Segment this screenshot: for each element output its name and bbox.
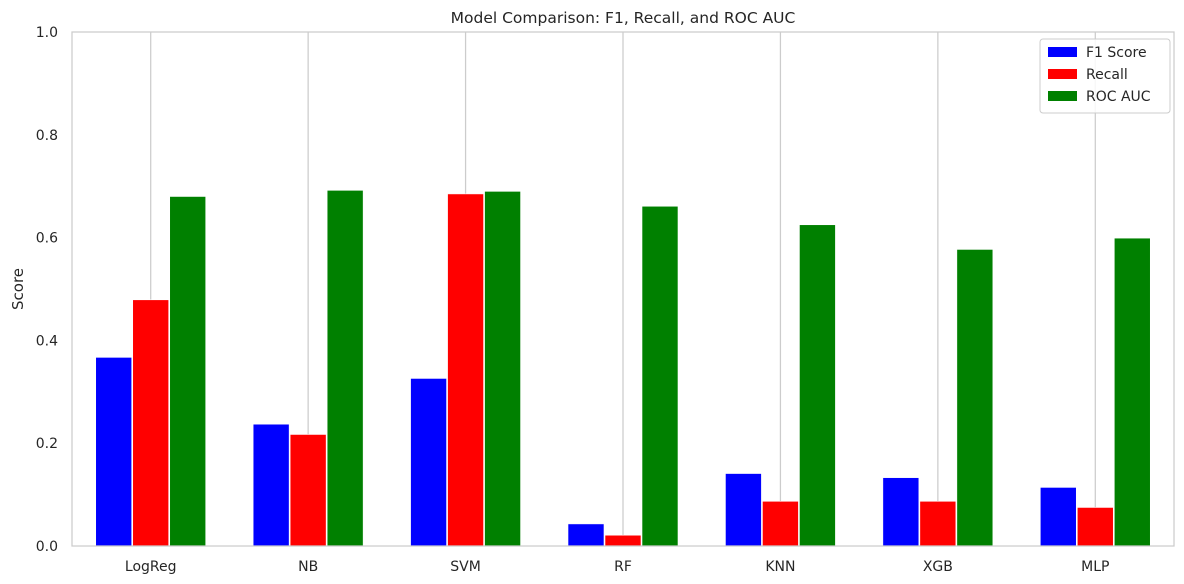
legend-swatch [1048, 91, 1077, 101]
x-tick-label: MLP [1081, 559, 1109, 575]
legend-swatch [1048, 69, 1077, 79]
x-tick-labels: LogReg NB SVM RF KNN XGB MLP [125, 559, 1110, 575]
bar-recall-rf [604, 534, 642, 547]
y-tick-label: 0.2 [36, 436, 58, 452]
legend-label: F1 Score [1086, 45, 1147, 61]
x-tick-label: LogReg [125, 559, 177, 575]
y-tick-label: 0.6 [36, 231, 58, 247]
x-tick-label: RF [614, 559, 632, 575]
bar-roc-auc-xgb [956, 249, 994, 547]
bar-f1-score-knn [725, 473, 762, 547]
x-tick-label: SVM [450, 559, 481, 575]
bar-recall-knn [762, 500, 799, 547]
bar-f1-score-svm [410, 378, 447, 547]
bar-f1-score-mlp [1039, 487, 1077, 547]
bar-recall-nb [289, 434, 327, 547]
x-tick-label: NB [298, 559, 318, 575]
bar-recall-xgb [919, 500, 957, 547]
bar-roc-auc-mlp [1113, 237, 1151, 547]
bar-roc-auc-knn [799, 224, 836, 547]
y-tick-labels: 0.0 0.2 0.4 0.6 0.8 1.0 [36, 25, 58, 555]
y-tick-label: 0.0 [36, 539, 58, 555]
bar-recall-mlp [1076, 507, 1114, 547]
y-axis-title: Score [9, 268, 27, 310]
bar-roc-auc-svm [484, 191, 521, 547]
bar-roc-auc-rf [641, 205, 679, 547]
x-tick-label: KNN [765, 559, 795, 575]
bar-roc-auc-nb [326, 190, 364, 547]
bar-recall-logreg [132, 299, 170, 547]
bar-f1-score-logreg [95, 357, 133, 547]
y-tick-label: 0.8 [36, 128, 58, 144]
legend-label: ROC AUC [1086, 89, 1151, 105]
bar-f1-score-xgb [882, 477, 920, 547]
bar-recall-svm [447, 193, 484, 547]
legend-label: Recall [1086, 67, 1128, 83]
y-tick-label: 0.4 [36, 333, 58, 349]
y-tick-label: 1.0 [36, 25, 58, 41]
bars [95, 190, 1151, 547]
bar-f1-score-nb [252, 423, 290, 547]
chart-title: Model Comparison: F1, Recall, and ROC AU… [451, 9, 796, 27]
plot-frame [71, 31, 1175, 547]
x-tick-label: XGB [923, 559, 953, 575]
bar-f1-score-rf [567, 523, 605, 547]
legend-swatch [1048, 47, 1077, 57]
bar-roc-auc-logreg [169, 196, 207, 547]
legend: F1 Score Recall ROC AUC [1039, 38, 1171, 114]
